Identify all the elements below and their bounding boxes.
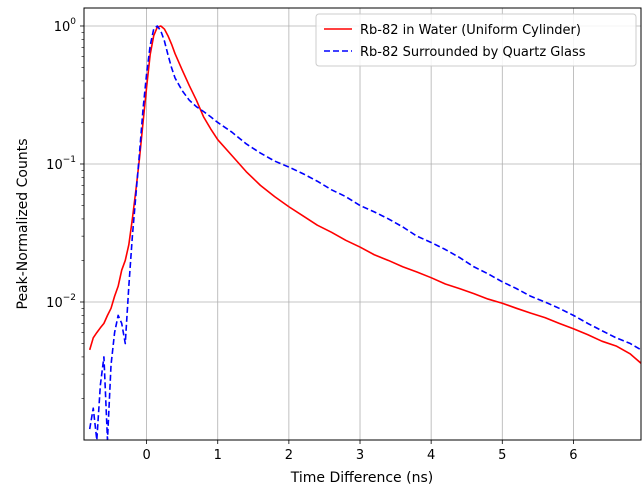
x-tick-label: 3 xyxy=(356,448,364,463)
ticks: 0 1 2 3 4 5 6 10−2 10−1 100 xyxy=(46,17,577,463)
y-tick-label: 10−1 xyxy=(46,155,76,173)
series-layer xyxy=(88,25,641,440)
legend: Rb-82 in Water (Uniform Cylinder) Rb-82 S… xyxy=(315,13,637,67)
legend-label-1: Rb-82 in Water (Uniform Cylinder) xyxy=(360,23,581,38)
series-line-1 xyxy=(88,25,641,364)
x-tick-label: 6 xyxy=(569,448,577,463)
x-tick-label: 1 xyxy=(214,448,222,463)
legend-label-2: Rb-82 Surrounded by Quartz Glass xyxy=(360,45,586,60)
x-tick-label: 2 xyxy=(285,448,293,463)
series-line-2 xyxy=(88,25,641,440)
y-tick-label: 10−2 xyxy=(46,293,76,311)
y-tick-label: 100 xyxy=(54,17,77,35)
x-tick-label: 0 xyxy=(142,448,150,463)
x-tick-label: 5 xyxy=(498,448,506,463)
legend-box xyxy=(315,13,637,67)
x-axis-label: Time Difference (ns) xyxy=(290,470,433,486)
plot-frame xyxy=(83,7,642,441)
x-tick-label: 4 xyxy=(427,448,435,463)
y-axis-label: Peak-Normalized Counts xyxy=(15,138,31,309)
